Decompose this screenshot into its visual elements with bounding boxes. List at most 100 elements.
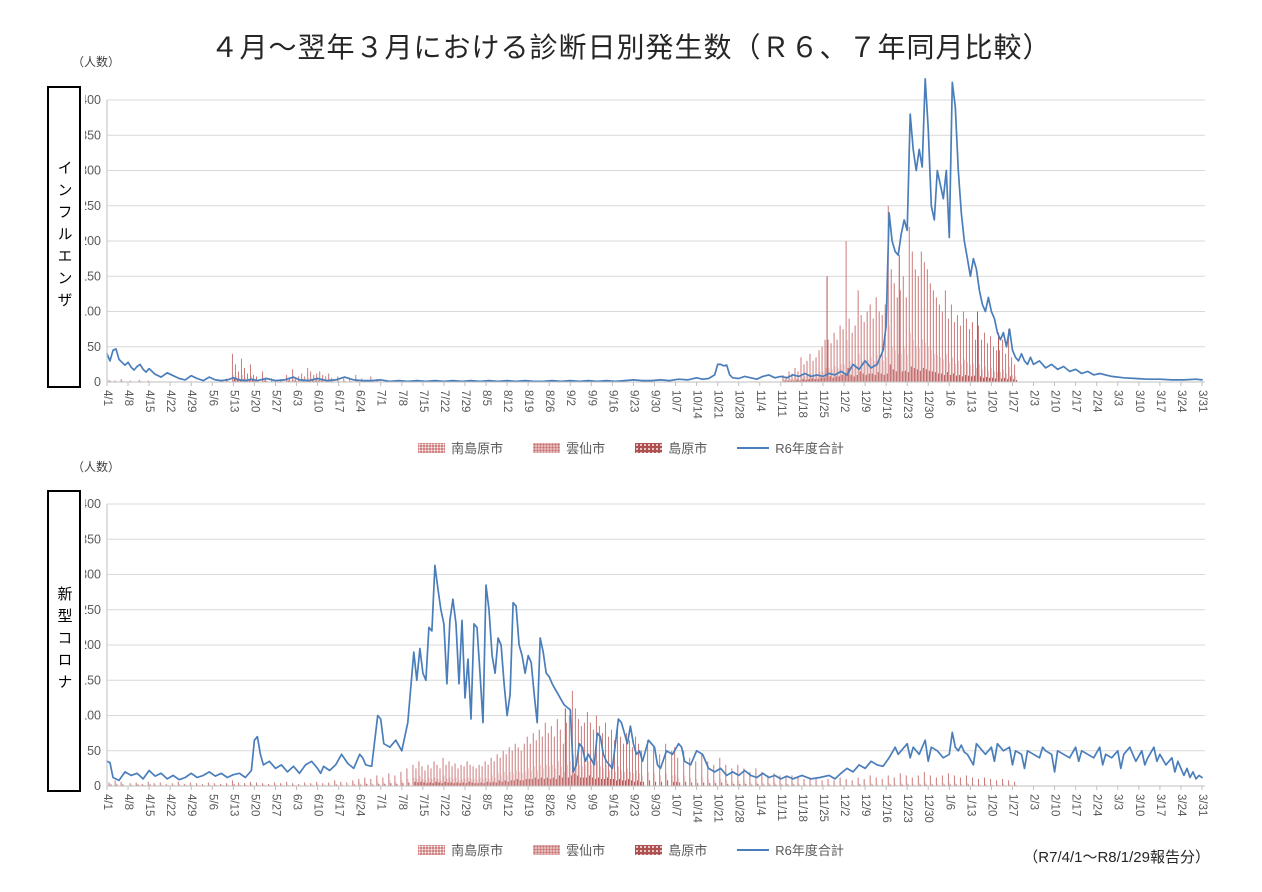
svg-text:8/19: 8/19 <box>522 794 534 816</box>
svg-text:12/30: 12/30 <box>922 794 934 823</box>
svg-text:9/2: 9/2 <box>564 794 576 810</box>
svg-text:6/10: 6/10 <box>312 794 324 816</box>
svg-text:1/20: 1/20 <box>985 390 997 412</box>
svg-text:4/22: 4/22 <box>164 794 176 816</box>
svg-text:3/17: 3/17 <box>1154 794 1166 816</box>
svg-text:10/21: 10/21 <box>712 794 724 823</box>
svg-text:4/8: 4/8 <box>122 390 134 406</box>
svg-text:6/17: 6/17 <box>333 794 345 816</box>
svg-text:1/6: 1/6 <box>943 390 955 406</box>
minamishimabara-bar-swatch-icon <box>418 844 446 855</box>
svg-text:150: 150 <box>85 269 101 283</box>
svg-text:2/17: 2/17 <box>1070 390 1082 412</box>
y-axis-labels: 0 50 100 150 200 250 300 350 400 <box>85 93 101 389</box>
svg-text:8/12: 8/12 <box>501 390 513 412</box>
svg-text:4/15: 4/15 <box>143 794 155 816</box>
influenza-legend: 南島原市 雲仙市 島原市 R6年度合計 <box>0 438 1262 457</box>
page-title: ４月～翌年３月における診断日別発生数（Ｒ６、７年同月比較） <box>210 32 1052 63</box>
svg-text:11/4: 11/4 <box>754 390 766 412</box>
legend-label: 南島原市 <box>451 441 504 456</box>
svg-text:2/24: 2/24 <box>1091 794 1103 817</box>
svg-text:6/3: 6/3 <box>290 794 302 810</box>
svg-text:2/10: 2/10 <box>1049 390 1061 412</box>
svg-text:3/31: 3/31 <box>1196 794 1208 816</box>
svg-text:11/25: 11/25 <box>817 794 829 822</box>
svg-text:12/9: 12/9 <box>859 794 871 816</box>
svg-text:7/15: 7/15 <box>417 390 429 412</box>
influenza-unit-label: （人数） <box>72 55 121 69</box>
svg-text:10/7: 10/7 <box>670 794 682 816</box>
svg-text:5/27: 5/27 <box>269 794 281 816</box>
axes <box>106 100 1205 383</box>
svg-text:11/4: 11/4 <box>754 794 766 816</box>
axes <box>106 504 1205 787</box>
svg-text:5/13: 5/13 <box>227 390 239 412</box>
svg-text:3/3: 3/3 <box>1112 390 1124 406</box>
influenza-chart: 0501001502002503003504004/14/84/154/224/… <box>85 78 1208 419</box>
svg-text:4/29: 4/29 <box>185 794 197 816</box>
legend-label: 雲仙市 <box>566 843 606 858</box>
svg-text:8/19: 8/19 <box>522 390 534 412</box>
svg-text:12/9: 12/9 <box>859 390 871 412</box>
y-axis-labels: 0 50 100 150 200 250 300 350 400 <box>85 497 101 793</box>
legend-label: R6年度合計 <box>775 843 844 858</box>
legend-label: R6年度合計 <box>775 441 844 456</box>
svg-text:3/3: 3/3 <box>1112 794 1124 810</box>
svg-text:50: 50 <box>87 744 101 758</box>
svg-text:9/16: 9/16 <box>606 390 618 412</box>
svg-text:5/6: 5/6 <box>206 794 218 810</box>
svg-text:10/14: 10/14 <box>691 794 703 823</box>
legend-item-unzen: 雲仙市 <box>533 438 605 457</box>
svg-text:7/1: 7/1 <box>375 794 387 810</box>
legend-item-shimabara: 島原市 <box>635 840 707 859</box>
legend-label: 南島原市 <box>451 843 504 858</box>
svg-text:12/16: 12/16 <box>880 794 892 823</box>
svg-text:350: 350 <box>85 532 101 546</box>
svg-text:1/13: 1/13 <box>964 794 976 816</box>
svg-text:10/28: 10/28 <box>733 390 745 419</box>
svg-text:8/5: 8/5 <box>480 794 492 810</box>
svg-text:8/26: 8/26 <box>543 390 555 412</box>
svg-text:12/30: 12/30 <box>922 390 934 419</box>
legend-label: 島原市 <box>668 441 708 456</box>
svg-text:10/28: 10/28 <box>733 794 745 823</box>
svg-text:5/20: 5/20 <box>248 390 260 412</box>
svg-text:9/16: 9/16 <box>606 794 618 816</box>
svg-text:2/24: 2/24 <box>1091 390 1103 413</box>
svg-text:2/3: 2/3 <box>1028 794 1040 810</box>
svg-text:250: 250 <box>85 603 101 617</box>
svg-text:1/13: 1/13 <box>964 390 976 412</box>
svg-text:4/15: 4/15 <box>143 390 155 412</box>
svg-text:5/20: 5/20 <box>248 794 260 816</box>
svg-text:8/26: 8/26 <box>543 794 555 816</box>
svg-text:11/18: 11/18 <box>796 390 808 418</box>
svg-text:250: 250 <box>85 199 101 213</box>
svg-text:300: 300 <box>85 568 101 582</box>
svg-text:2/10: 2/10 <box>1049 794 1061 816</box>
svg-text:5/13: 5/13 <box>227 794 239 816</box>
svg-text:7/29: 7/29 <box>459 794 471 816</box>
unzen-bar-swatch-icon <box>533 442 561 453</box>
svg-text:9/30: 9/30 <box>648 794 660 816</box>
svg-text:200: 200 <box>85 638 101 652</box>
x-axis-labels: 4/1 4/8 4/15 4/22 4/29 5/6 5/13 5/20 5/27 6/3 6/10… <box>101 390 1208 419</box>
legend-item-r6-total: R6年度合計 <box>737 438 844 457</box>
svg-text:6/3: 6/3 <box>290 390 302 406</box>
svg-text:350: 350 <box>85 128 101 142</box>
svg-text:11/11: 11/11 <box>775 794 787 821</box>
svg-text:4/1: 4/1 <box>101 390 113 406</box>
svg-text:3/10: 3/10 <box>1133 390 1145 412</box>
svg-text:3/24: 3/24 <box>1175 794 1187 817</box>
svg-text:10/14: 10/14 <box>691 390 703 419</box>
r6-total-line <box>106 78 1203 383</box>
svg-text:12/2: 12/2 <box>838 794 850 816</box>
svg-text:400: 400 <box>85 93 101 107</box>
svg-text:0: 0 <box>94 375 101 389</box>
svg-text:3/31: 3/31 <box>1196 390 1208 412</box>
svg-text:6/17: 6/17 <box>333 390 345 412</box>
legend-label: 島原市 <box>668 843 708 858</box>
r6-total-line <box>106 564 1203 782</box>
x-axis-labels: 4/1 4/8 4/15 4/22 4/29 5/6 5/13 5/20 5/27 6/3 6/10… <box>101 794 1208 823</box>
svg-text:50: 50 <box>87 340 101 354</box>
covid-chart: 0501001502002503003504004/14/84/154/224/… <box>85 497 1208 823</box>
